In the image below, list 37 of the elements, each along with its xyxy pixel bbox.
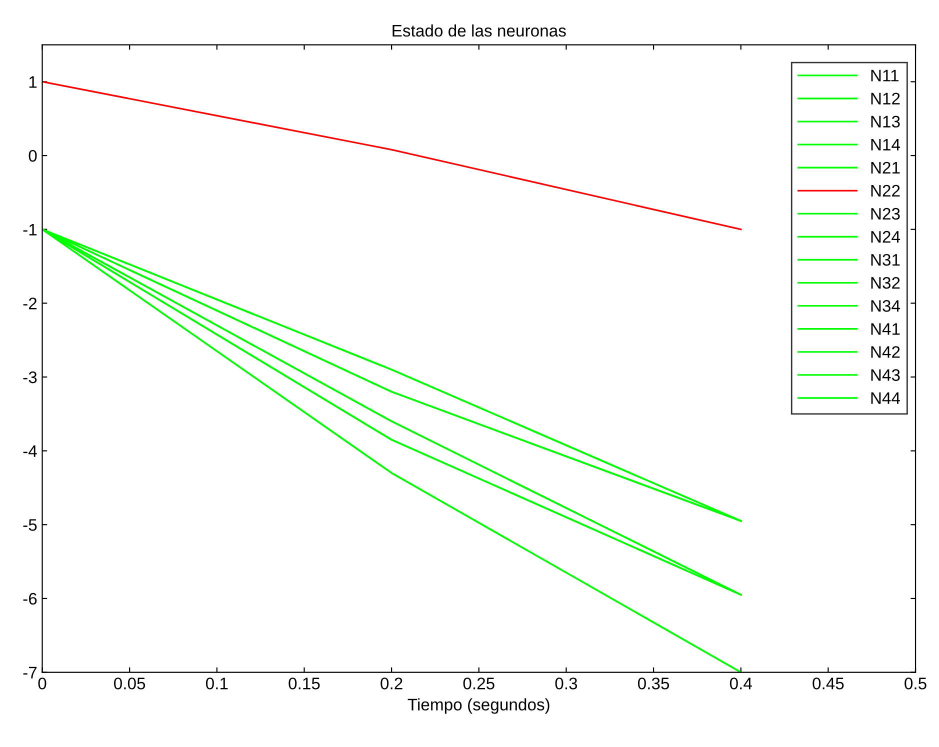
x-tick-label: 0.45 [812, 678, 844, 690]
x-tick-label: 0.1 [206, 678, 228, 690]
y-tick-label: 0 [28, 150, 37, 162]
x-tick-label: 0 [38, 678, 46, 690]
legend-label: N11 [871, 70, 898, 82]
y-tick-label: -4 [23, 445, 37, 457]
legend-label: N42 [871, 346, 900, 358]
y-tick-label: -5 [23, 519, 37, 531]
legend-label: N14 [871, 138, 900, 150]
y-tick-label: 1 [29, 76, 37, 88]
x-axis-title: Tiempo (segundos) [408, 698, 550, 714]
legend-label: N13 [871, 116, 900, 128]
x-tick-label: 0.25 [463, 678, 494, 690]
chart-title: Estado de las neuronas [392, 24, 566, 37]
x-tick-label: 0.4 [730, 678, 752, 690]
legend-label: N41 [871, 323, 900, 335]
legend-label: N32 [871, 277, 900, 289]
legend-label: N43 [871, 369, 900, 381]
legend-label: N12 [871, 92, 900, 104]
y-tick-label: -6 [23, 592, 37, 605]
legend-label: N44 [871, 392, 900, 404]
y-tick-label: -3 [23, 371, 37, 384]
legend-label: N31 [871, 254, 900, 266]
x-tick-label: 0.3 [555, 678, 578, 690]
legend-label: N22 [871, 184, 900, 196]
y-tick-label: -2 [23, 298, 37, 310]
legend-label: N34 [871, 300, 900, 312]
x-tick-label: 0.05 [114, 678, 146, 690]
x-tick-label: 0.5 [904, 678, 926, 690]
x-tick-label: 0.15 [288, 678, 320, 690]
y-tick-label: -1 [23, 224, 37, 236]
legend-label: N24 [871, 230, 900, 243]
y-tick-label: -7 [23, 666, 37, 678]
legend-label: N21 [871, 162, 900, 174]
x-tick-label: 0.2 [380, 678, 402, 690]
legend-label: N23 [871, 208, 900, 220]
x-tick-label: 0.35 [638, 678, 670, 690]
